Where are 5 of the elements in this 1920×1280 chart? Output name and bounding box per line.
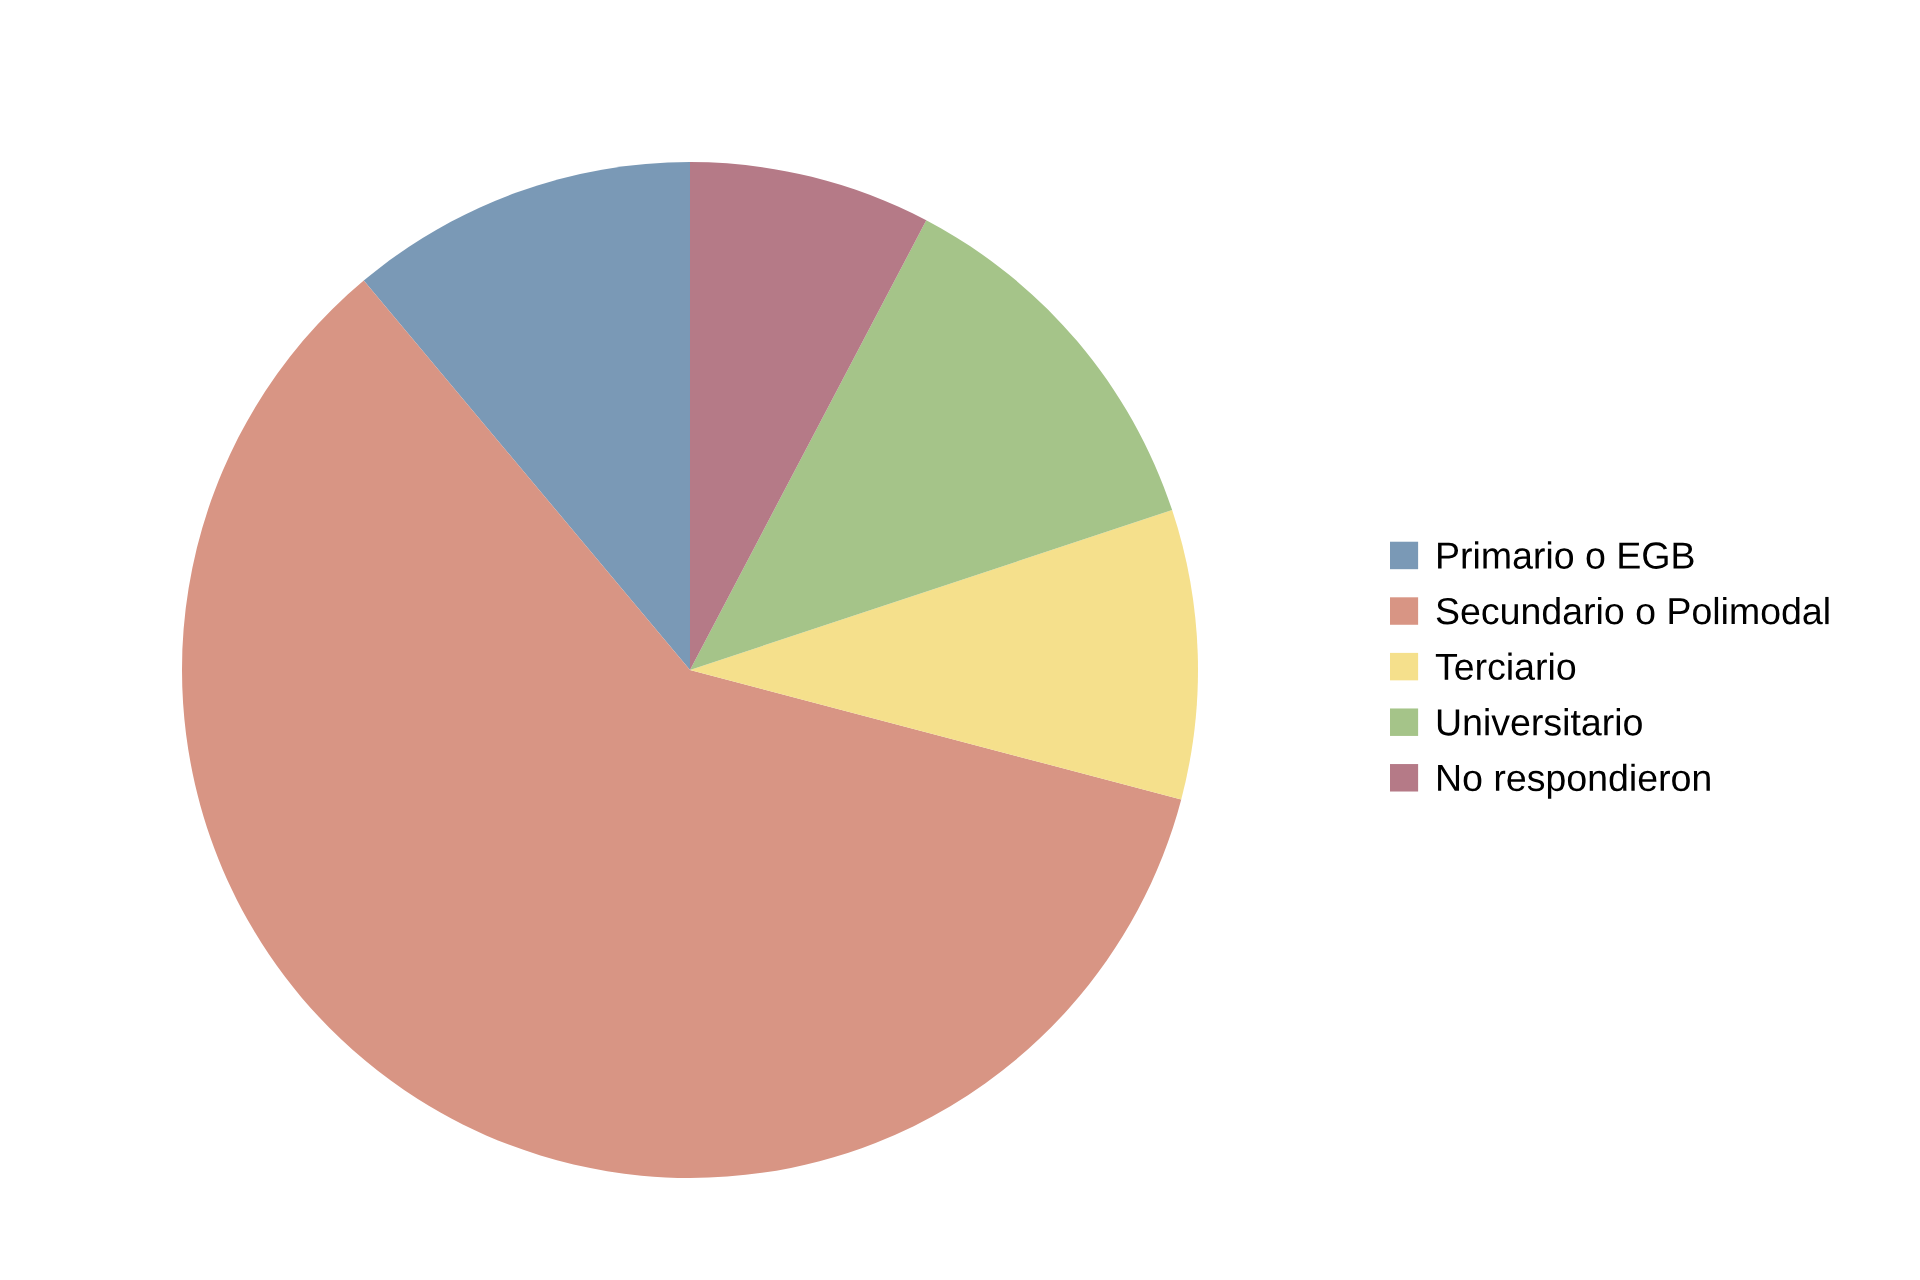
legend-label: Terciario: [1435, 652, 1576, 681]
legend-label: Universitario: [1437, 708, 1642, 736]
legend-label: No respondieron: [1438, 763, 1710, 799]
legend-label: Primario o EGB: [1438, 541, 1694, 569]
legend-label: Secundario o Polimodal: [1436, 596, 1829, 625]
